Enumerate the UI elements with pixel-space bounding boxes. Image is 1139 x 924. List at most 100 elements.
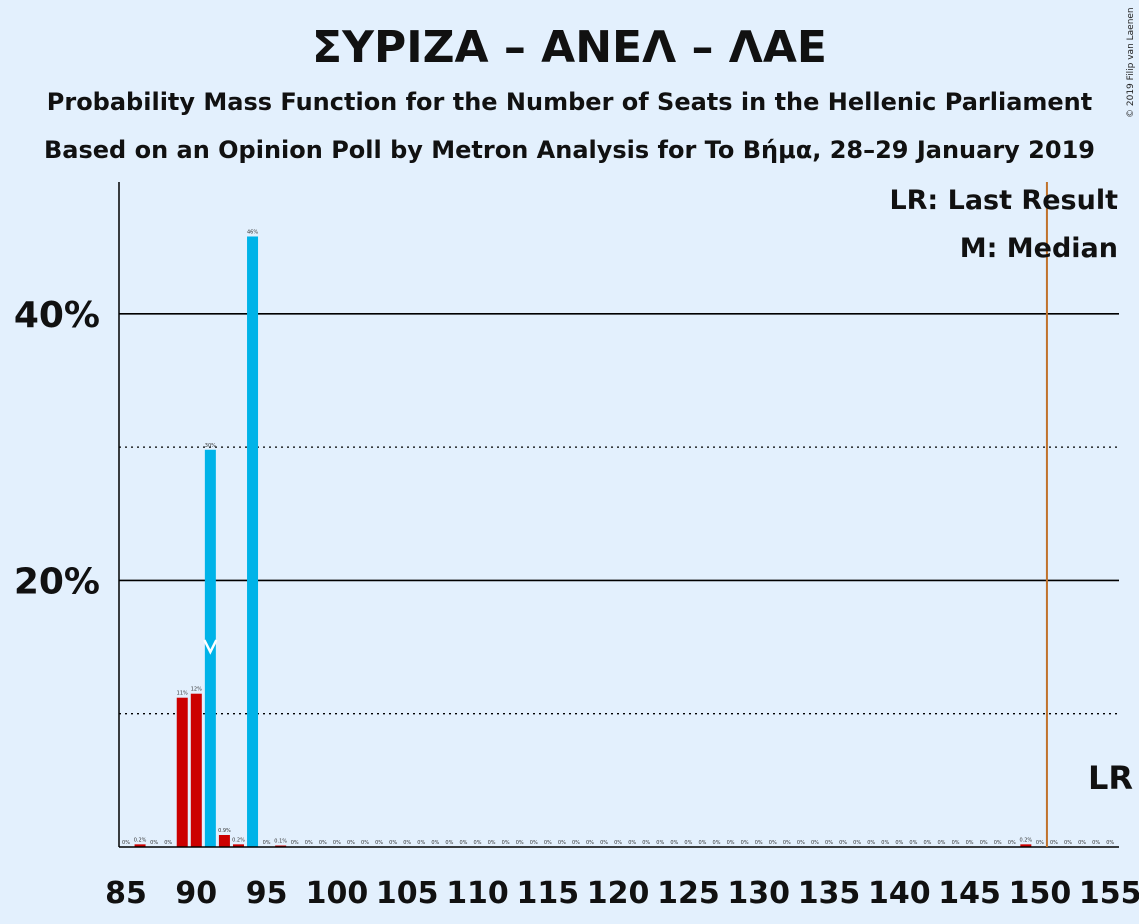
median-marker xyxy=(203,639,218,655)
bar-value-label: 0% xyxy=(1064,840,1072,846)
bar-value-label: 0% xyxy=(966,840,974,846)
bar-value-label: 0% xyxy=(361,840,369,846)
x-tick-label: 150 xyxy=(1009,876,1072,911)
bar-value-label: 0% xyxy=(347,840,355,846)
x-tick-label: 155 xyxy=(1079,876,1139,911)
bar-value-label: 0% xyxy=(333,840,341,846)
bar-labels: 0% 0.2% 0% 0%11%12%30%0.9%0.2%46%0% 0.1% 0% 0%… xyxy=(122,229,1114,846)
bar-seat-149 xyxy=(1020,844,1032,847)
bar-value-label: 0.2% xyxy=(232,837,245,843)
legend-last-result: LR: Last Result xyxy=(889,185,1118,216)
bar-value-label: 0% xyxy=(600,840,608,846)
bar-value-label: 0% xyxy=(909,840,917,846)
x-tick-label: 145 xyxy=(938,876,1001,911)
bar-value-label: 0% xyxy=(1036,840,1044,846)
x-tick-label: 135 xyxy=(798,876,861,911)
x-tick-label: 140 xyxy=(868,876,931,911)
bar-value-label: 0% xyxy=(938,840,946,846)
bar-value-label: 0% xyxy=(811,840,819,846)
y-tick-label: 40% xyxy=(14,295,100,336)
bar-value-label: 0% xyxy=(670,840,678,846)
bar-value-label: 12% xyxy=(191,687,202,693)
bar-value-label: 0% xyxy=(319,840,327,846)
bar-value-label: 0% xyxy=(474,840,482,846)
bar-seat-89 xyxy=(176,697,188,847)
x-tick-label: 130 xyxy=(727,876,790,911)
bar-value-label: 0% xyxy=(305,840,313,846)
bar-value-label: 0% xyxy=(488,840,496,846)
bar-seat-91 xyxy=(204,449,216,847)
bar-value-label: 0% xyxy=(825,840,833,846)
bar-value-label: 0% xyxy=(389,840,397,846)
bar-value-label: 0% xyxy=(769,840,777,846)
x-tick-label: 90 xyxy=(175,876,217,911)
bar-value-label: 0% xyxy=(417,840,425,846)
chart-subtitle: Probability Mass Function for the Number… xyxy=(46,88,1093,116)
bar-value-label: 0% xyxy=(1092,840,1100,846)
bar-value-label: 0% xyxy=(164,840,172,846)
x-tick-label: 120 xyxy=(587,876,650,911)
bar-value-label: 0% xyxy=(698,840,706,846)
bar-value-label: 0% xyxy=(263,840,271,846)
bar-value-label: 0% xyxy=(291,840,299,846)
chart-title: ΣΥΡΙΖΑ – ΑΝΕΛ – ΛΑΕ xyxy=(312,22,827,73)
bar-value-label: 0% xyxy=(614,840,622,846)
bar-value-label: 0% xyxy=(895,840,903,846)
bar-value-label: 0% xyxy=(980,840,988,846)
bar-value-label: 0% xyxy=(122,840,130,846)
bar-value-label: 0% xyxy=(502,840,510,846)
bar-value-label: 0% xyxy=(642,840,650,846)
bar-value-label: 0.1% xyxy=(274,839,287,845)
x-tick-label: 105 xyxy=(376,876,439,911)
bar-value-label: 30% xyxy=(205,443,216,449)
bar-value-label: 0% xyxy=(867,840,875,846)
x-tick-label: 125 xyxy=(657,876,720,911)
bar-value-label: 0% xyxy=(1078,840,1086,846)
bar-seat-93 xyxy=(232,844,244,847)
bar-value-label: 0% xyxy=(1106,840,1114,846)
bar-seat-92 xyxy=(218,835,230,847)
gridlines xyxy=(119,312,1119,715)
bar-value-label: 0% xyxy=(1050,840,1058,846)
bar-value-label: 0% xyxy=(445,840,453,846)
bar-value-label: 0.9% xyxy=(218,828,231,834)
bar-value-label: 0% xyxy=(684,840,692,846)
axes: 20%40%85 90 95 100 105 110 115 120 125 130 135 140 1… xyxy=(14,182,1139,911)
bar-seat-94 xyxy=(247,236,259,848)
x-tick-label: 115 xyxy=(516,876,579,911)
bars xyxy=(134,236,1032,848)
x-tick-label: 95 xyxy=(246,876,288,911)
bar-value-label: 0% xyxy=(755,840,763,846)
bar-value-label: 0% xyxy=(628,840,636,846)
bar-value-label: 0% xyxy=(558,840,566,846)
chart-subtitle-source: Based on an Opinion Poll by Metron Analy… xyxy=(44,136,1095,164)
bar-value-label: 0% xyxy=(783,840,791,846)
x-tick-label: 85 xyxy=(105,876,147,911)
bar-value-label: 0% xyxy=(431,840,439,846)
bar-value-label: 0% xyxy=(839,840,847,846)
bar-value-label: 0% xyxy=(150,840,158,846)
bar-value-label: 0% xyxy=(516,840,524,846)
bar-seat-86 xyxy=(134,844,146,847)
bar-value-label: 0% xyxy=(994,840,1002,846)
bar-value-label: 0% xyxy=(586,840,594,846)
bar-value-label: 0% xyxy=(375,840,383,846)
bar-value-label: 0% xyxy=(881,840,889,846)
bar-value-label: 0% xyxy=(923,840,931,846)
bar-value-label: 0.2% xyxy=(134,837,147,843)
bar-seat-90 xyxy=(190,693,202,847)
bar-value-label: 0% xyxy=(572,840,580,846)
bar-value-label: 0% xyxy=(727,840,735,846)
last-result-marker-label: LR xyxy=(1088,759,1133,797)
overlay: LR: Last Result M: Median LR xyxy=(203,182,1133,847)
bar-value-label: 0% xyxy=(713,840,721,846)
bar-value-label: 0% xyxy=(530,840,538,846)
bar-value-label: 46% xyxy=(247,229,258,235)
bar-value-label: 0% xyxy=(459,840,467,846)
bar-value-label: 0% xyxy=(544,840,552,846)
bar-value-label: 0% xyxy=(403,840,411,846)
bar-value-label: 0% xyxy=(952,840,960,846)
legend-median: M: Median xyxy=(960,233,1118,264)
y-tick-label: 20% xyxy=(14,561,100,602)
